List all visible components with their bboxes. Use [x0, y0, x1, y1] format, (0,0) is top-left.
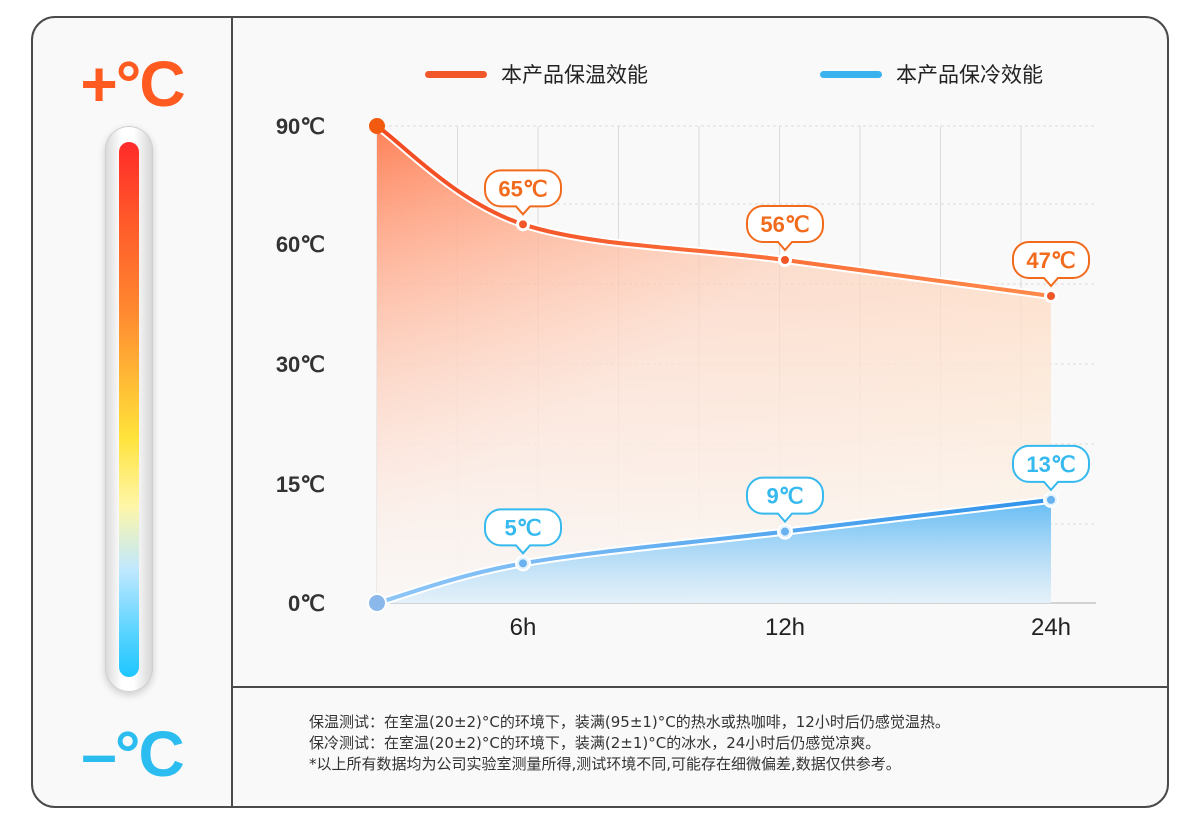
- callout-value-label: 56℃: [760, 212, 809, 237]
- callout-value-label: 13℃: [1026, 452, 1075, 477]
- temperature-retention-chart: 0℃ 15℃ 30℃ 60℃ 90℃ 6h 12h 24h 65℃ 56℃ 47℃ 5℃ 9℃ 13℃ 本产…: [276, 63, 1096, 641]
- panel-divider-horizontal: [231, 686, 1167, 688]
- cool-data-point: [1047, 495, 1055, 504]
- note-heat-test: 保温测试：在室温(20±2)°C的环境下，装满(95±1)°C的热水或热咖啡，1…: [309, 713, 950, 731]
- cold-temperature-label: –°C: [81, 718, 184, 790]
- callout-bubble: [484, 169, 562, 216]
- callout-value-label: 5℃: [505, 515, 542, 540]
- cool-series-line: [375, 497, 1053, 605]
- legend-swatch-cool: [820, 71, 882, 78]
- warm-data-point: [781, 256, 789, 264]
- warm-callout: 47℃: [1012, 241, 1090, 288]
- cool-start-point: [367, 593, 387, 613]
- callout-bubble: [746, 476, 824, 524]
- cool-series-area: [377, 499, 1051, 603]
- cool-data-point: [519, 559, 527, 568]
- callout-bubble: [484, 508, 562, 555]
- callout-value-label: 9℃: [767, 484, 804, 509]
- note-cold-test: 保冷测试：在室温(20±2)°C的环境下，装满(2±1)°C的冰水，24小时后仍…: [309, 734, 881, 752]
- legend-swatch-warm: [425, 71, 487, 78]
- y-tick-label: 30℃: [276, 352, 325, 377]
- legend-label-warm: 本产品保温效能: [501, 63, 648, 87]
- warm-start-point: [369, 118, 385, 134]
- x-tick-label: 6h: [510, 614, 537, 641]
- thermometer-gradient-fill: [119, 142, 139, 677]
- warm-callout: 65℃: [484, 169, 562, 216]
- callout-bubble: [1012, 444, 1090, 492]
- test-notes: 保温测试：在室温(20±2)°C的环境下，装满(95±1)°C的热水或热咖啡，1…: [309, 712, 1149, 775]
- warm-data-point: [1047, 292, 1055, 300]
- x-tick-label: 24h: [1031, 614, 1071, 641]
- cool-callout: 13℃: [1012, 444, 1090, 492]
- panel-divider-vertical: [231, 18, 233, 806]
- y-tick-label: 0℃: [288, 591, 325, 616]
- cool-callout: 5℃: [484, 508, 562, 555]
- x-tick-label: 12h: [765, 614, 805, 641]
- note-disclaimer: *以上所有数据均为公司实验室测量所得,测试环境不同,可能存在细微偏差,数据仅供参…: [309, 755, 901, 773]
- hot-temperature-label: +°C: [80, 48, 185, 120]
- spec-card: +°C –°C 0℃ 15℃ 30℃ 60℃ 90℃ 6h 12h 24h 65℃ 56℃ 47℃ 5…: [31, 16, 1169, 808]
- legend: 本产品保温效能 本产品保冷效能: [425, 63, 1043, 87]
- legend-label-cool: 本产品保冷效能: [896, 63, 1043, 87]
- callout-value-label: 47℃: [1026, 248, 1075, 273]
- callout-bubble: [1012, 241, 1090, 288]
- cool-callout: 9℃: [746, 476, 824, 524]
- cool-data-point: [781, 527, 789, 536]
- warm-data-point: [519, 220, 527, 229]
- warm-series-area-fade: [377, 126, 1051, 603]
- y-tick-label: 15℃: [276, 472, 325, 497]
- warm-series-line: [375, 124, 1053, 298]
- callout-bubble: [746, 205, 824, 252]
- callout-value-label: 65℃: [498, 176, 547, 201]
- y-tick-label: 90℃: [276, 114, 325, 139]
- y-tick-label: 60℃: [276, 232, 325, 257]
- warm-callout: 56℃: [746, 205, 824, 252]
